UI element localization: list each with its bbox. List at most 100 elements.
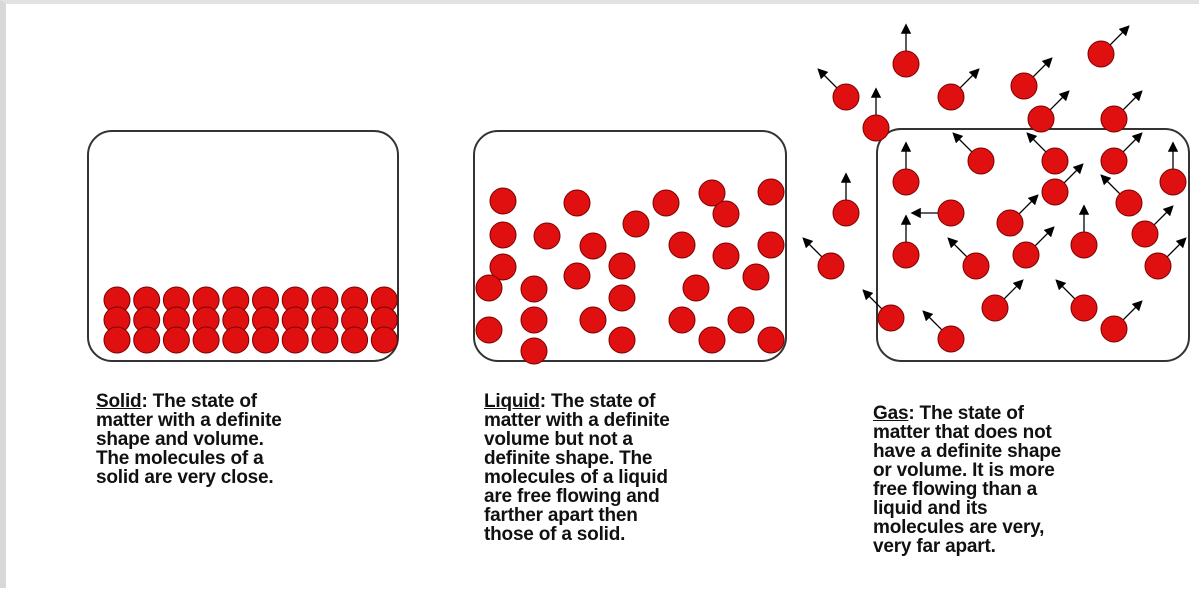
liquid-molecule xyxy=(728,307,754,333)
solid-molecule xyxy=(193,327,219,353)
gas-molecule xyxy=(997,210,1023,236)
description-text: : The state of xyxy=(908,403,1023,424)
liquid-molecule xyxy=(609,253,635,279)
gas-molecule xyxy=(938,84,964,110)
page: Solid: The state ofmatter with a definit… xyxy=(0,0,1199,588)
gas-molecule xyxy=(1028,106,1054,132)
liquid-molecule xyxy=(521,338,547,364)
description-line: matter with a definite xyxy=(484,411,670,430)
gas-molecule xyxy=(1042,179,1068,205)
gas-molecule xyxy=(1013,242,1039,268)
liquid-molecule xyxy=(534,223,560,249)
state-term: Solid xyxy=(96,391,141,412)
liquid-molecule xyxy=(476,275,502,301)
gas-molecule xyxy=(968,148,994,174)
solid-molecule xyxy=(342,327,368,353)
gas-molecule xyxy=(1116,190,1142,216)
description-line: solid are very close. xyxy=(96,468,282,487)
description-line: shape and volume. xyxy=(96,430,282,449)
gas-molecule xyxy=(938,326,964,352)
description-line: free flowing than a xyxy=(873,480,1061,499)
gas-molecule xyxy=(1160,169,1186,195)
solid-molecule xyxy=(282,327,308,353)
gas-molecule xyxy=(938,200,964,226)
liquid-molecule xyxy=(699,327,725,353)
liquid-molecule xyxy=(490,222,516,248)
motion-arrow xyxy=(1033,59,1051,77)
gas-molecule xyxy=(1101,316,1127,342)
gas-molecule xyxy=(963,253,989,279)
description-line: have a definite shape xyxy=(873,442,1061,461)
state-term: Liquid xyxy=(484,391,540,412)
description-line: are free flowing and xyxy=(484,487,670,506)
state-term: Gas xyxy=(873,403,908,424)
description-text: : The state of xyxy=(141,391,256,412)
motion-arrow xyxy=(819,70,837,88)
liquid-molecule xyxy=(758,179,784,205)
liquid-molecule xyxy=(713,243,739,269)
gas-molecule xyxy=(1132,221,1158,247)
gas-molecule xyxy=(893,242,919,268)
gas-molecule xyxy=(878,305,904,331)
gas-molecule xyxy=(833,84,859,110)
motion-arrow xyxy=(960,70,978,88)
liquid-molecule xyxy=(758,327,784,353)
liquid-molecule xyxy=(609,327,635,353)
description-line: molecules of a liquid xyxy=(484,468,670,487)
description-text: : The state of xyxy=(540,391,655,412)
solid-molecule xyxy=(253,327,279,353)
liquid-molecule xyxy=(653,190,679,216)
liquid-molecule xyxy=(758,232,784,258)
liquid-molecule xyxy=(743,264,769,290)
liquid-molecule xyxy=(476,317,502,343)
description-line: The molecules of a xyxy=(96,449,282,468)
liquid-molecule xyxy=(669,307,695,333)
solid-molecule xyxy=(104,327,130,353)
description-line: matter that does not xyxy=(873,423,1061,442)
gas-molecule xyxy=(1101,148,1127,174)
liquid-molecule xyxy=(521,276,547,302)
gas-molecule xyxy=(1101,106,1127,132)
gas-molecule xyxy=(1011,73,1037,99)
description-line: Gas: The state of xyxy=(873,404,1061,423)
description-line: molecules are very, xyxy=(873,518,1061,537)
gas-molecule xyxy=(1071,295,1097,321)
liquid-molecule xyxy=(580,233,606,259)
description-line: Liquid: The state of xyxy=(484,392,670,411)
gas-molecule xyxy=(1145,253,1171,279)
gas-molecule xyxy=(982,295,1008,321)
liquid-molecule xyxy=(564,263,590,289)
liquid-molecule xyxy=(623,211,649,237)
liquid-molecule xyxy=(713,201,739,227)
gas-molecule xyxy=(818,253,844,279)
motion-arrow xyxy=(804,239,822,257)
gas-molecule xyxy=(833,200,859,226)
description-line: those of a solid. xyxy=(484,525,670,544)
solid-molecule xyxy=(371,327,397,353)
gas-molecule xyxy=(863,115,889,141)
description-line: Solid: The state of xyxy=(96,392,282,411)
gas-molecule xyxy=(893,169,919,195)
liquid-molecule xyxy=(521,307,547,333)
motion-arrow xyxy=(1123,92,1141,110)
description-line: volume but not a xyxy=(484,430,670,449)
liquid-molecule xyxy=(564,190,590,216)
gas-molecule xyxy=(893,51,919,77)
liquid-molecule xyxy=(683,275,709,301)
description-line: liquid and its xyxy=(873,499,1061,518)
solid-molecule xyxy=(312,327,338,353)
description-line: farther apart then xyxy=(484,506,670,525)
description-line: definite shape. The xyxy=(484,449,670,468)
gas-molecule xyxy=(1088,41,1114,67)
description-line: very far apart. xyxy=(873,537,1061,556)
liquid-molecule xyxy=(669,232,695,258)
liquid-molecule xyxy=(609,285,635,311)
gas-molecule xyxy=(1042,148,1068,174)
motion-arrow xyxy=(1110,27,1128,45)
liquid-molecule xyxy=(580,307,606,333)
motion-arrow xyxy=(1050,92,1068,110)
description-line: or volume. It is more xyxy=(873,461,1061,480)
gas-molecule xyxy=(1071,232,1097,258)
